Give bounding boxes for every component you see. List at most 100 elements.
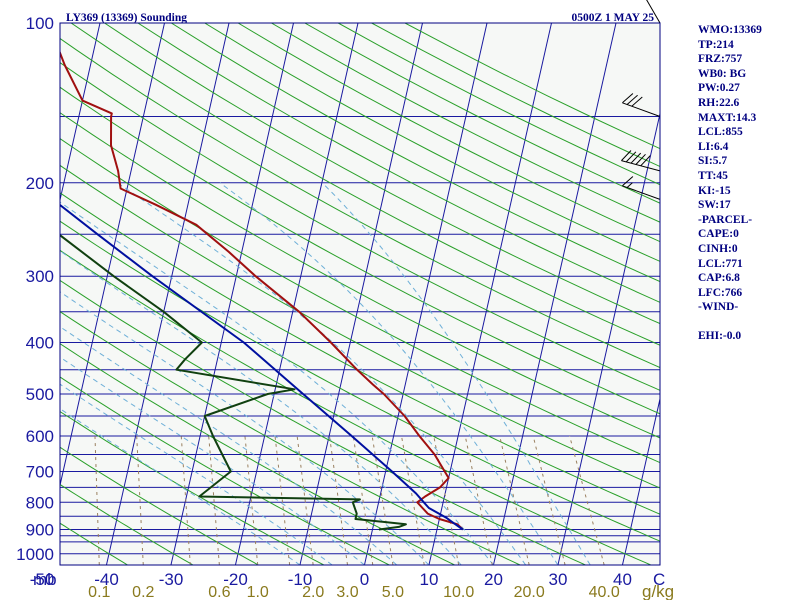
stat-line: WB0: BG [698,67,747,80]
moist-adiabat [60,356,365,565]
mixing-ratio-tick-label: 1.0 [247,584,269,600]
dry-adiabat [60,522,128,565]
stat-line: RH:22.6 [698,96,740,109]
dewpoint-trace [60,233,407,531]
stat-line: SW:17 [698,199,731,212]
stat-line: -PARCEL- [698,213,753,226]
stat-gap [698,315,798,330]
wind-barb-shaft [622,185,661,200]
stat-line: KI:-15 [698,184,731,197]
dry-adiabat [60,61,660,391]
mixing-ratio-line [532,435,566,565]
temperature-tick-label: 0 [360,570,369,589]
wind-barb-feather [626,94,638,105]
chart-datetime: 0500Z 1 MAY 25 [571,12,654,24]
isotherm [557,111,660,565]
isotherm [0,23,36,565]
wind-barb-feather [621,150,632,161]
pressure-tick-label: 800 [26,493,54,512]
mixing-ratio-line [180,435,191,565]
dry-adiabat [60,376,390,565]
mixing-ratio-tick-label: 0.6 [208,584,230,600]
temperature-tick-label: -50 [30,570,55,589]
temperature-tick-label: 40 [613,570,632,589]
stat-line: CINH:0 [698,242,738,255]
dry-adiabat [104,23,660,325]
temperature-tick-label: 10 [420,570,439,589]
isotherm [60,23,165,488]
mixing-ratio-line [274,435,291,565]
mixing-ratio-tick-label: 2.0 [302,584,324,600]
moist-adiabat [60,408,301,565]
mixing-ratio-tick-label: 0.2 [132,584,154,600]
mixing-ratio-tick-label: 0.1 [88,584,110,600]
mixing-ratio-tick-label: 10.0 [443,584,474,600]
wind-barb-feather [640,155,651,167]
dry-adiabat [60,249,652,565]
temperature-tick-label: -30 [159,570,184,589]
stat-line: TT:45 [698,169,728,182]
dry-adiabat [60,310,521,565]
mixing-ratio-line [136,435,144,565]
temperature-unit-label: C [653,570,665,589]
dry-adiabat [60,343,455,565]
stat-line: PW:0.27 [698,82,740,95]
pressure-unit-label: mb [33,570,57,589]
dry-adiabat [60,446,259,565]
wind-barb-feather [622,93,634,104]
mixing-ratio-line [569,435,605,565]
isotherm [105,23,230,565]
chart-grid [0,23,660,565]
dry-adiabat [60,86,660,415]
stat-line: WMO:13369 [698,24,762,36]
pressure-tick-label: 100 [26,14,54,33]
wind-barb-feather [630,152,642,164]
moist-adiabat [60,291,430,565]
mixing-ratio-line [296,435,314,565]
mixing-ratio-line [244,435,259,565]
stat-line: CAPE:0 [698,228,739,241]
mixing-ratio-line [464,435,493,565]
parcel-trace [60,203,464,531]
isotherm [363,23,488,565]
wind-barb-half-feather [626,182,633,188]
moist-adiabat [60,383,333,565]
stat-line: TP:214 [698,38,734,51]
dry-adiabat [137,23,660,303]
temperature-tick-label: -10 [288,570,313,589]
mixing-ratio-line [208,435,220,565]
isotherm [234,23,359,565]
stat-line: LI:6.4 [698,140,729,153]
mixing-ratio-line [499,435,530,565]
temperature-tick-label: 30 [549,570,568,589]
stat-line: CAP:6.8 [698,272,740,285]
stat-line: EHI:-0.0 [698,330,742,343]
dry-adiabat [60,192,660,515]
pressure-tick-label: 700 [26,463,54,482]
dry-adiabat [60,279,586,565]
mixing-ratio-line [352,435,374,565]
chart-title: LY369 (13369) Sounding [66,12,187,24]
pressure-tick-label: 500 [26,385,54,404]
wind-barb-feather [622,176,634,187]
dry-adiabat [60,37,660,369]
isotherm [621,396,660,565]
pressure-tick-label: 200 [26,174,54,193]
axis-labels: LY369 (13369) Sounding 0500Z 1 MAY 25 mb… [16,12,674,600]
pressure-tick-label: 400 [26,334,54,353]
isotherm [428,23,552,565]
pressure-tick-label: 600 [26,427,54,446]
dry-adiabat [60,164,660,489]
pressure-tick-label: 1000 [16,545,54,564]
stats-panel: WMO:13369 TP:214 FRZ:757 WB0: BG PW:0.27 RH:2… [698,23,798,344]
isotherm [60,23,101,203]
dry-adiabat [60,112,660,439]
pressure-tick-label: 300 [26,267,54,286]
mixing-ratio-line [94,435,100,565]
mixing-ratio-tick-label: 5.0 [382,584,404,600]
mixing-ratio-tick-label: 40.0 [589,584,620,600]
wind-barb-feather [635,153,646,165]
stat-line: LFC:766 [698,286,743,299]
mixing-ratio-line [433,435,460,565]
